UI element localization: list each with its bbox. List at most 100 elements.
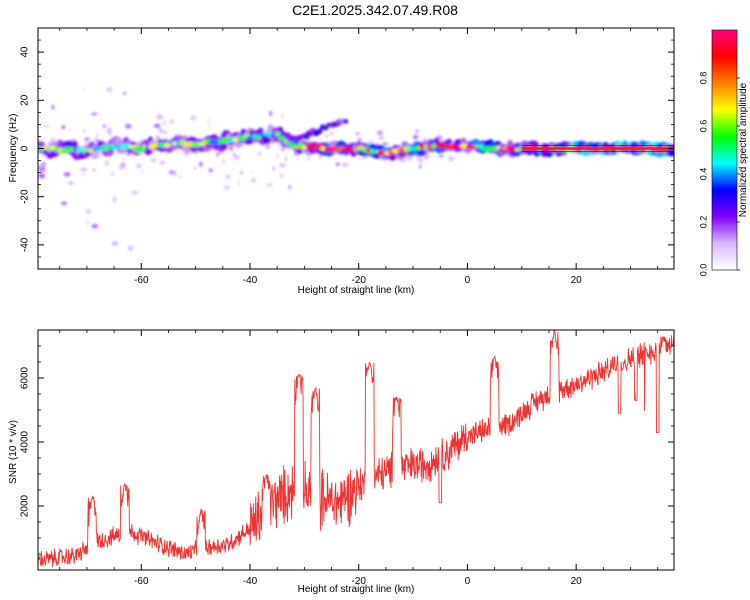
spectrogram-noise-blob bbox=[422, 136, 427, 140]
spectrogram-noise-blob bbox=[168, 119, 175, 125]
snr-series-line bbox=[38, 330, 674, 568]
spectrogram-noise-blob bbox=[95, 133, 99, 140]
spectrogram-ridge-blob bbox=[123, 143, 128, 150]
spectrogram-noise-blob bbox=[111, 241, 119, 246]
spectrogram-noise-blob bbox=[68, 181, 75, 185]
spectrogram-noise-blob bbox=[216, 152, 219, 157]
snr-frame bbox=[37, 329, 675, 571]
spectrogram-noise-blob bbox=[232, 167, 235, 170]
spectrogram-noise-blob bbox=[85, 221, 90, 226]
spectrogram-noise-blob bbox=[104, 160, 109, 166]
spectrogram-ridge-blob bbox=[469, 145, 475, 150]
spectrogram-noise-blob bbox=[107, 129, 113, 136]
spectrogram-noise-blob bbox=[158, 127, 161, 132]
spectrogram-noise-blob bbox=[126, 153, 131, 156]
spectrogram-y-tick-labels: -40 -20 0 20 40 bbox=[20, 46, 31, 252]
snr-series bbox=[38, 330, 674, 568]
spectrogram-noise-blob bbox=[125, 123, 132, 129]
spectrogram-noise-blob bbox=[329, 131, 334, 136]
spectrogram-noise-blob bbox=[127, 245, 134, 251]
spectrogram-noise-blob bbox=[94, 139, 100, 142]
snr-y-axis-label: SNR (10 * v/v) bbox=[8, 420, 19, 484]
spectrogram-x-tick-label: 20 bbox=[571, 275, 583, 286]
spectrogram-noise-blob bbox=[382, 142, 389, 146]
spectrogram-noise-blob bbox=[86, 139, 90, 146]
spectrogram-noise-blob bbox=[257, 151, 262, 156]
spectrogram-noise-blob bbox=[171, 172, 177, 177]
snr-x-tick-label: 0 bbox=[465, 576, 471, 587]
spectrogram-ridge-blob bbox=[377, 150, 384, 156]
spectrogram-noise-blob bbox=[122, 157, 126, 161]
spectrogram-ridge-blob bbox=[431, 143, 436, 149]
spectrogram-noise-blob bbox=[288, 184, 292, 190]
colorbar-tick-label: 0.2 bbox=[698, 216, 708, 229]
spectrogram-noise-blob bbox=[278, 163, 286, 168]
spectrogram-image bbox=[38, 87, 674, 251]
spectrogram-noise-blob bbox=[275, 153, 280, 158]
spectrogram-noise-blob bbox=[412, 134, 419, 140]
spectrogram-ridge-blob bbox=[465, 144, 471, 149]
spectrogram-noise-blob bbox=[251, 171, 254, 174]
spectrogram-noise-blob bbox=[222, 159, 225, 165]
snr-y-tick-label: 2000 bbox=[20, 494, 31, 517]
spectrogram-noise-blob bbox=[159, 160, 165, 165]
colorbar-frame bbox=[711, 29, 738, 271]
spectrogram-noise-blob bbox=[354, 132, 361, 136]
spectrogram-noise-blob bbox=[237, 180, 241, 186]
spectrogram-noise-blob bbox=[190, 115, 197, 121]
spectrogram-noise-blob bbox=[319, 138, 322, 141]
spectrogram-ridge-blob bbox=[297, 142, 304, 149]
spectrogram-noise-blob bbox=[66, 128, 73, 131]
spectrogram-noise-blob bbox=[239, 171, 244, 174]
spectrogram-noise-blob bbox=[376, 130, 383, 136]
spectrogram-noise-blob bbox=[63, 172, 71, 177]
snr-x-tick-label: -20 bbox=[351, 576, 366, 587]
spectrogram-noise-blob bbox=[51, 104, 55, 110]
spectrogram-noise-blob bbox=[123, 91, 127, 96]
spectrogram-ridge-blob bbox=[475, 143, 484, 149]
spectrogram-noise-blob bbox=[284, 155, 288, 162]
spectrogram-x-tick-label: -20 bbox=[351, 275, 366, 286]
spectrogram-noise-blob bbox=[82, 129, 87, 134]
spectrogram-noise-blob bbox=[92, 168, 96, 172]
spectrogram-noise-blob bbox=[38, 165, 42, 169]
spectrogram-y-tick-label: 20 bbox=[20, 94, 31, 106]
spectrogram-energy bbox=[38, 87, 674, 251]
spectrogram-noise-blob bbox=[80, 172, 86, 176]
spectrogram-noise-blob bbox=[106, 87, 113, 93]
spectrogram-noise-blob bbox=[120, 162, 126, 168]
spectrogram-noise-blob bbox=[153, 123, 161, 128]
spectrogram-x-tick-labels: -60 -40 -20 0 20 bbox=[134, 275, 582, 286]
spectrogram-ridge-blob bbox=[450, 144, 455, 150]
colorbar-tick-label: 0.6 bbox=[698, 120, 708, 133]
spectrogram-branch-blob bbox=[343, 119, 349, 124]
spectrogram-panel: -60 -40 -20 0 20 -40 -20 0 20 40 Height of strai… bbox=[8, 27, 675, 296]
spectrogram-noise-blob bbox=[82, 88, 86, 91]
spectrogram-noise-blob bbox=[250, 178, 257, 183]
spectrogram-noise-blob bbox=[280, 113, 285, 119]
spectrogram-noise-blob bbox=[223, 185, 231, 190]
spectrogram-noise-blob bbox=[112, 196, 117, 203]
spectrogram-noise-blob bbox=[280, 147, 286, 152]
spectrogram-noise-blob bbox=[418, 164, 422, 169]
spectrogram-noise-blob bbox=[371, 138, 374, 143]
spectrogram-noise-blob bbox=[306, 157, 311, 161]
spectrogram-ridge-blob bbox=[119, 142, 124, 149]
spectrogram-noise-blob bbox=[54, 137, 57, 142]
spectrogram-branch-blob bbox=[323, 125, 329, 131]
spectrogram-y-axis-label: Frequency (Hz) bbox=[8, 114, 19, 183]
spectrogram-noise-blob bbox=[199, 162, 203, 167]
spectrogram-noise-blob bbox=[168, 170, 174, 174]
spectrogram-ridge-blob bbox=[95, 146, 102, 151]
spectrogram-noise-blob bbox=[265, 143, 271, 149]
spectrogram-noise-blob bbox=[335, 162, 340, 166]
spectrogram-noise-blob bbox=[90, 112, 98, 116]
spectrogram-x-tick-label: 0 bbox=[465, 275, 471, 286]
spectrogram-noise-blob bbox=[40, 161, 47, 167]
spectrogram-y-tick-label: 40 bbox=[20, 46, 31, 58]
spectrogram-noise-blob bbox=[85, 208, 92, 214]
spectrogram-noise-blob bbox=[272, 166, 276, 171]
spectrogram-ridge-blob bbox=[302, 145, 307, 151]
spectrogram-ridge-blob bbox=[229, 136, 235, 143]
spectrogram-noise-blob bbox=[268, 110, 273, 117]
